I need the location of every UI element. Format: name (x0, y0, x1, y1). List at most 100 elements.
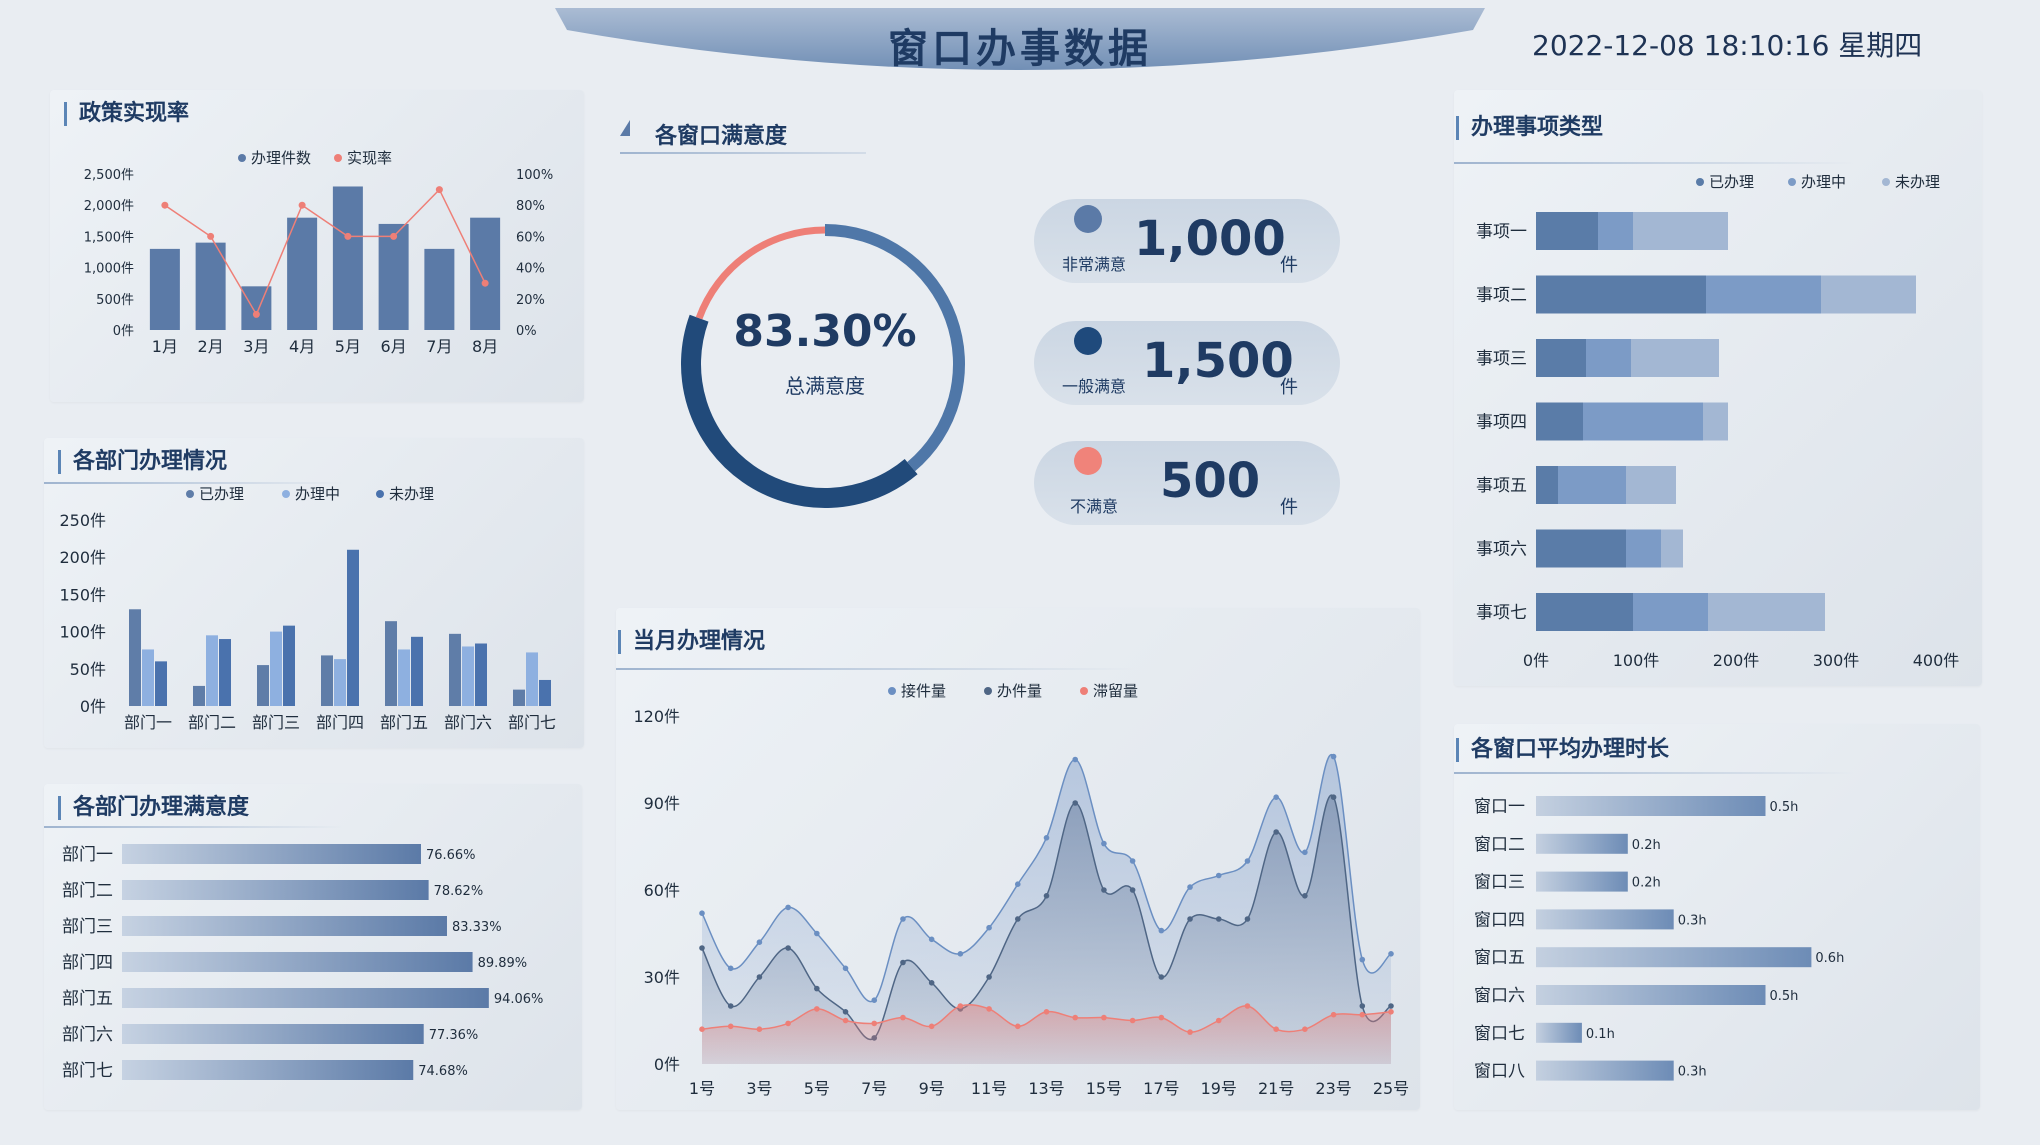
data-point[interactable] (1215, 916, 1222, 922)
bar[interactable] (424, 248, 455, 330)
data-point[interactable] (957, 951, 964, 957)
legend-label[interactable]: 接件量 (901, 682, 946, 700)
data-point[interactable] (1388, 951, 1394, 957)
bar[interactable] (122, 988, 489, 1008)
data-point[interactable] (1072, 1014, 1079, 1021)
bar[interactable] (257, 665, 269, 706)
data-point[interactable] (1330, 794, 1337, 800)
legend-label[interactable]: 已办理 (1709, 173, 1754, 191)
data-point[interactable] (928, 980, 935, 986)
bar[interactable] (462, 646, 474, 706)
data-point[interactable] (1101, 1014, 1107, 1021)
data-point[interactable] (1014, 881, 1021, 887)
bar-segment[interactable] (1583, 402, 1703, 441)
bar[interactable] (287, 217, 318, 330)
donut-segment[interactable] (695, 226, 826, 320)
bar-segment[interactable] (1536, 402, 1583, 441)
bar[interactable] (347, 549, 359, 706)
bar[interactable] (385, 621, 397, 706)
data-point[interactable] (1244, 916, 1251, 922)
bar[interactable] (241, 286, 272, 330)
data-point[interactable] (1043, 1009, 1050, 1015)
bar[interactable] (122, 916, 447, 936)
bar[interactable] (332, 186, 363, 330)
data-point[interactable] (785, 945, 791, 951)
data-point[interactable] (814, 1006, 820, 1012)
data-point[interactable] (1388, 1009, 1394, 1015)
bar-segment[interactable] (1703, 402, 1728, 441)
data-point[interactable] (1330, 1011, 1337, 1018)
data-point[interactable] (1273, 794, 1279, 800)
bar-segment[interactable] (1536, 529, 1626, 568)
data-point[interactable] (1043, 835, 1050, 841)
bar-segment[interactable] (1633, 212, 1728, 250)
line-point[interactable] (207, 232, 215, 240)
line-point[interactable] (481, 279, 489, 287)
data-point[interactable] (814, 930, 820, 937)
data-point[interactable] (900, 916, 906, 922)
data-point[interactable] (814, 985, 820, 992)
bar[interactable] (1536, 1022, 1582, 1043)
bar[interactable] (270, 631, 282, 706)
data-point[interactable] (727, 965, 734, 972)
line-point[interactable] (344, 232, 352, 240)
legend-label[interactable]: 已办理 (199, 485, 244, 503)
data-point[interactable] (699, 1026, 705, 1032)
bar[interactable] (411, 636, 423, 706)
data-point[interactable] (785, 1020, 791, 1027)
data-point[interactable] (1014, 1023, 1021, 1030)
bar[interactable] (1536, 985, 1766, 1005)
data-point[interactable] (842, 965, 849, 972)
data-point[interactable] (1187, 916, 1193, 922)
bar[interactable] (513, 689, 525, 706)
data-point[interactable] (957, 1003, 964, 1009)
data-point[interactable] (1158, 974, 1165, 980)
data-point[interactable] (727, 1003, 734, 1009)
data-point[interactable] (727, 1023, 734, 1030)
bar[interactable] (122, 844, 421, 864)
data-point[interactable] (871, 1020, 878, 1027)
data-point[interactable] (1273, 1026, 1279, 1032)
bar[interactable] (378, 223, 409, 330)
bar[interactable] (470, 217, 501, 330)
line-point[interactable] (252, 310, 260, 318)
data-point[interactable] (1129, 1017, 1136, 1024)
bar[interactable] (122, 880, 429, 900)
bar[interactable] (539, 679, 551, 706)
line-point[interactable] (390, 232, 398, 240)
bar[interactable] (195, 242, 226, 330)
data-point[interactable] (986, 1006, 992, 1012)
data-point[interactable] (1359, 956, 1366, 963)
bar[interactable] (1536, 796, 1766, 816)
data-point[interactable] (1158, 1014, 1165, 1021)
donut-segment[interactable] (681, 314, 918, 508)
bar[interactable] (219, 639, 231, 706)
data-point[interactable] (699, 945, 705, 951)
data-point[interactable] (756, 1026, 763, 1032)
bar[interactable] (398, 649, 410, 706)
data-point[interactable] (1215, 1017, 1222, 1024)
data-point[interactable] (900, 959, 906, 966)
bar[interactable] (334, 659, 346, 706)
bar-segment[interactable] (1536, 466, 1558, 504)
bar-segment[interactable] (1536, 339, 1586, 377)
bar[interactable] (1536, 871, 1628, 892)
bar-segment[interactable] (1821, 275, 1916, 314)
bar[interactable] (122, 952, 473, 972)
legend-label[interactable]: 办理件数 (251, 149, 311, 167)
bar[interactable] (149, 248, 180, 330)
bar-segment[interactable] (1626, 529, 1661, 568)
bar[interactable] (1536, 1060, 1674, 1081)
bar-segment[interactable] (1586, 339, 1631, 377)
bar[interactable] (526, 652, 538, 706)
data-point[interactable] (1359, 1003, 1366, 1009)
bar[interactable] (1536, 909, 1674, 930)
data-point[interactable] (1187, 884, 1193, 890)
data-point[interactable] (1101, 887, 1107, 893)
data-point[interactable] (756, 939, 763, 945)
data-point[interactable] (1244, 1003, 1251, 1009)
bar[interactable] (142, 649, 154, 706)
data-point[interactable] (756, 974, 763, 980)
bar[interactable] (321, 655, 333, 706)
data-point[interactable] (1388, 1003, 1394, 1009)
